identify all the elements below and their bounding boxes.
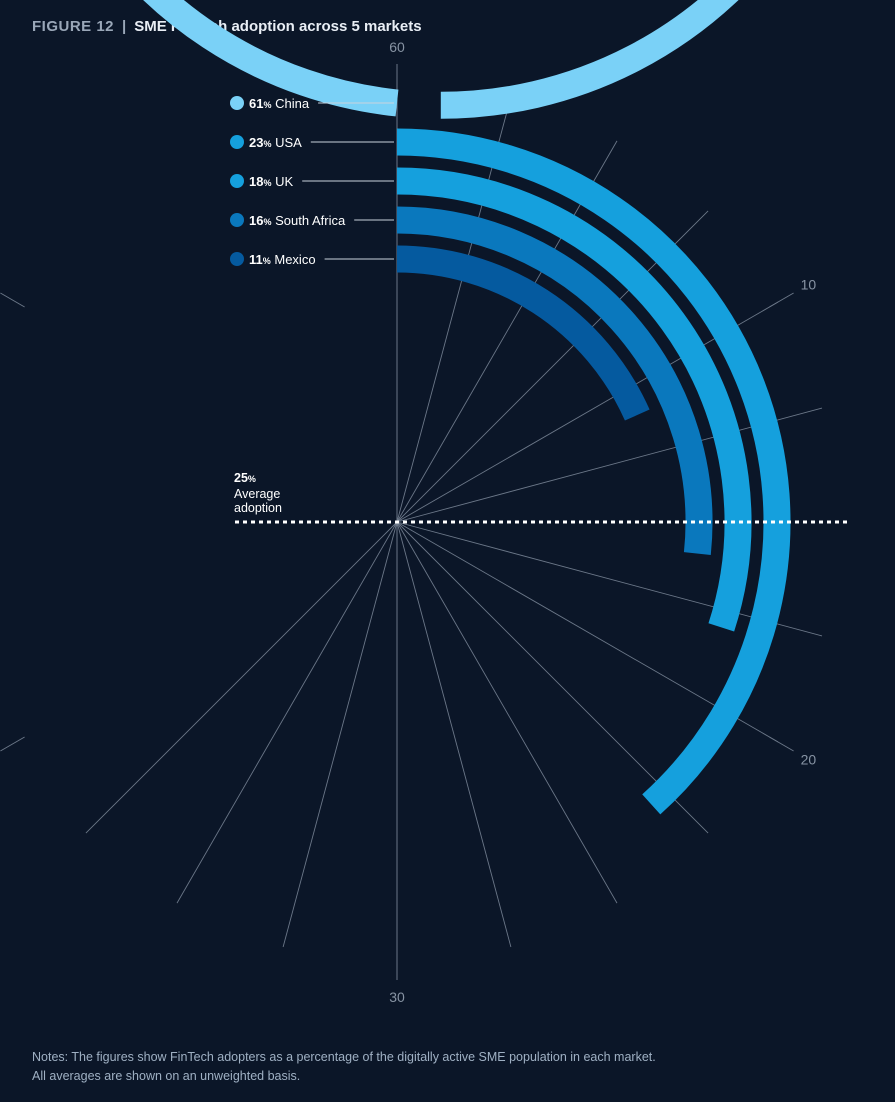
legend-unit: % xyxy=(263,256,271,266)
legend-label: 11% Mexico xyxy=(249,252,316,267)
tick-mark xyxy=(769,292,794,308)
legend-name: UK xyxy=(271,174,293,189)
legend-value: 11 xyxy=(249,252,263,267)
tick-label: 60 xyxy=(389,39,405,55)
legend-dot xyxy=(230,252,244,266)
tick-label: 10 xyxy=(801,277,817,293)
title-separator: | xyxy=(122,18,127,35)
bar-south-africa xyxy=(396,206,713,555)
legend-unit: % xyxy=(263,100,271,110)
legend-name: Mexico xyxy=(271,252,316,267)
legend-dot xyxy=(230,213,244,227)
average-value: 25% xyxy=(234,471,256,485)
grid-spoke xyxy=(396,521,618,904)
notes-line-1: Notes: The figures show FinTech adopters… xyxy=(32,1050,656,1064)
legend-label: 18% UK xyxy=(249,174,293,189)
legend-dot xyxy=(230,174,244,188)
tick-mark xyxy=(0,292,25,308)
legend-name: China xyxy=(271,96,309,111)
legend-label: 61% China xyxy=(249,96,310,111)
bar-uk xyxy=(396,167,752,632)
legend-label: 23% USA xyxy=(249,135,302,150)
legend-label: 16% South Africa xyxy=(249,213,346,228)
notes: Notes: The figures show FinTech adopters… xyxy=(32,1048,656,1086)
legend-dot xyxy=(230,96,244,110)
grid-spoke xyxy=(282,521,398,948)
tick-mark xyxy=(0,736,25,752)
legend-dot xyxy=(230,135,244,149)
figure-label: FIGURE 12 xyxy=(32,18,115,35)
average-label-line2: adoption xyxy=(234,501,282,515)
grid-spoke xyxy=(176,521,398,904)
legend: 61% China 23% USA 18% UK 16% South Africa 11… xyxy=(230,96,394,267)
legend-value: 23 xyxy=(249,135,263,150)
legend-unit: % xyxy=(263,217,271,227)
tick-mark xyxy=(769,736,794,752)
bars xyxy=(143,0,791,815)
legend-name: USA xyxy=(271,135,302,150)
tick-label: 30 xyxy=(389,989,405,1005)
tick-labels: 102030405060 xyxy=(389,39,817,1005)
grid-spoke xyxy=(85,521,398,834)
tick-label: 20 xyxy=(801,752,817,768)
legend-unit: % xyxy=(263,178,271,188)
grid-spoke xyxy=(396,521,512,948)
average-label-line1: Average xyxy=(234,487,280,501)
legend-name: South Africa xyxy=(271,213,345,228)
bar-china xyxy=(143,0,739,119)
bar-mexico xyxy=(396,245,650,421)
notes-line-2: All averages are shown on an unweighted … xyxy=(32,1069,301,1083)
legend-unit: % xyxy=(263,139,271,149)
bar-usa xyxy=(396,128,791,815)
legend-value: 18 xyxy=(249,174,263,189)
legend-value: 16 xyxy=(249,213,263,228)
legend-value: 61 xyxy=(249,96,263,111)
